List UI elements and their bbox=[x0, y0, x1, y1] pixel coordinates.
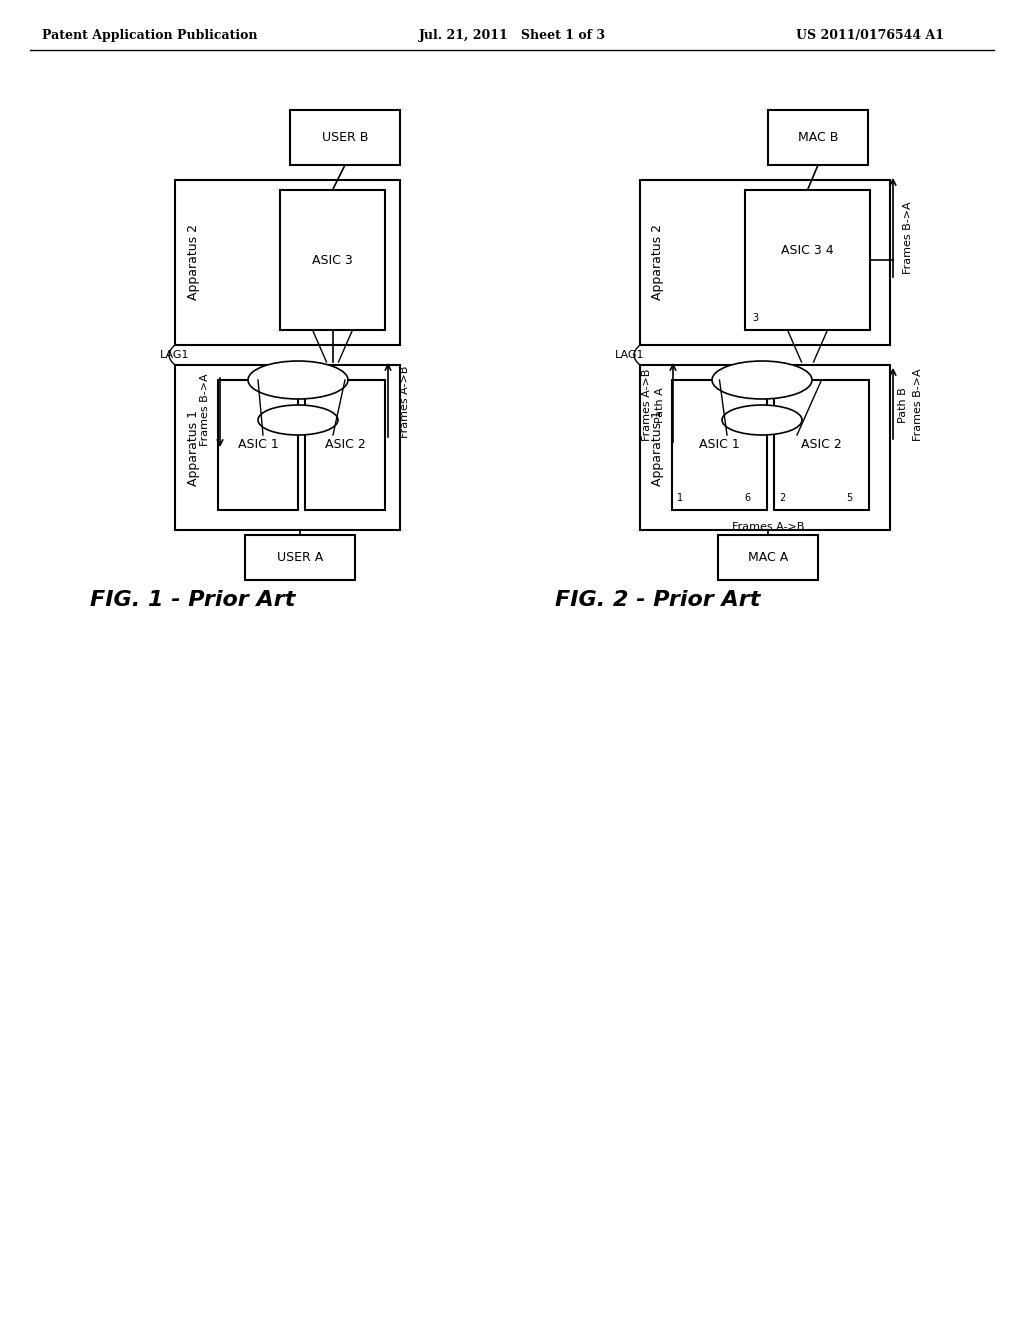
Text: 3: 3 bbox=[752, 313, 758, 323]
Text: FIG. 2 - Prior Art: FIG. 2 - Prior Art bbox=[555, 590, 761, 610]
FancyBboxPatch shape bbox=[745, 190, 870, 330]
Text: Apparatus 1: Apparatus 1 bbox=[186, 409, 200, 486]
Text: Frames A->B: Frames A->B bbox=[642, 368, 652, 441]
Text: ASIC 3 4: ASIC 3 4 bbox=[781, 243, 834, 256]
Text: USER B: USER B bbox=[322, 131, 369, 144]
FancyBboxPatch shape bbox=[290, 110, 400, 165]
FancyBboxPatch shape bbox=[768, 110, 868, 165]
Text: USER A: USER A bbox=[276, 550, 324, 564]
Text: Apparatus 2: Apparatus 2 bbox=[651, 224, 665, 301]
Text: US 2011/0176544 A1: US 2011/0176544 A1 bbox=[796, 29, 944, 41]
FancyBboxPatch shape bbox=[245, 535, 355, 579]
Text: FIG. 1 - Prior Art: FIG. 1 - Prior Art bbox=[90, 590, 295, 610]
Text: 6: 6 bbox=[744, 492, 750, 503]
Text: 1: 1 bbox=[677, 492, 683, 503]
Text: 2: 2 bbox=[779, 492, 785, 503]
FancyBboxPatch shape bbox=[718, 535, 818, 579]
FancyBboxPatch shape bbox=[640, 366, 890, 531]
Text: LAG1: LAG1 bbox=[615, 350, 644, 360]
Text: ASIC 2: ASIC 2 bbox=[801, 438, 842, 451]
FancyBboxPatch shape bbox=[280, 190, 385, 330]
Text: Path A: Path A bbox=[655, 387, 665, 422]
Text: ASIC 1: ASIC 1 bbox=[238, 438, 279, 451]
Text: Frames A->B: Frames A->B bbox=[732, 521, 804, 532]
Text: ASIC 2: ASIC 2 bbox=[325, 438, 366, 451]
Ellipse shape bbox=[722, 405, 802, 436]
Text: 5: 5 bbox=[846, 492, 852, 503]
Text: Apparatus 1: Apparatus 1 bbox=[651, 409, 665, 486]
FancyBboxPatch shape bbox=[305, 380, 385, 510]
Text: Apparatus 2: Apparatus 2 bbox=[186, 224, 200, 301]
Text: ASIC 3: ASIC 3 bbox=[312, 253, 353, 267]
Text: LAG1: LAG1 bbox=[160, 350, 189, 360]
Text: Frames B->A: Frames B->A bbox=[913, 368, 923, 441]
Text: MAC A: MAC A bbox=[748, 550, 788, 564]
Ellipse shape bbox=[712, 360, 812, 399]
Text: Patent Application Publication: Patent Application Publication bbox=[42, 29, 258, 41]
FancyBboxPatch shape bbox=[175, 366, 400, 531]
FancyBboxPatch shape bbox=[218, 380, 298, 510]
Ellipse shape bbox=[258, 405, 338, 436]
Ellipse shape bbox=[248, 360, 348, 399]
FancyBboxPatch shape bbox=[672, 380, 767, 510]
Text: Frames A->B: Frames A->B bbox=[400, 366, 410, 438]
Text: Frames B->A: Frames B->A bbox=[903, 202, 913, 275]
Text: Path B: Path B bbox=[898, 387, 908, 422]
Text: MAC B: MAC B bbox=[798, 131, 839, 144]
FancyBboxPatch shape bbox=[175, 180, 400, 345]
FancyBboxPatch shape bbox=[640, 180, 890, 345]
Text: ASIC 1: ASIC 1 bbox=[699, 438, 740, 451]
Text: Frames B->A: Frames B->A bbox=[200, 374, 210, 446]
Text: Jul. 21, 2011   Sheet 1 of 3: Jul. 21, 2011 Sheet 1 of 3 bbox=[419, 29, 605, 41]
FancyBboxPatch shape bbox=[774, 380, 869, 510]
